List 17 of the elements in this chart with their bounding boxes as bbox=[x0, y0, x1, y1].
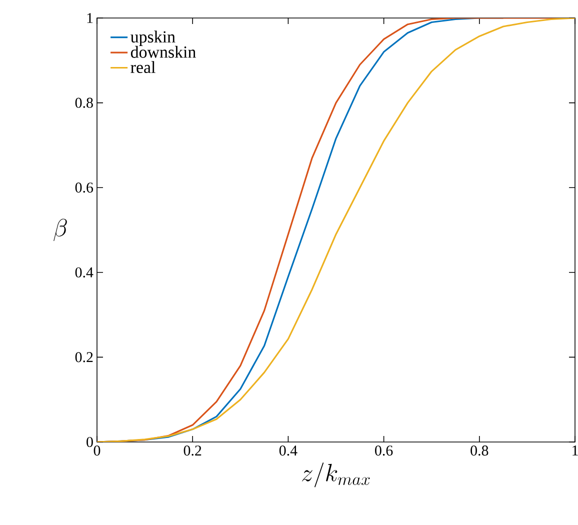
legend-label: downskin bbox=[130, 46, 196, 58]
x-tick-label: 0.2 bbox=[184, 446, 202, 456]
x-axis-title: $z/k_{max}$ bbox=[302, 462, 370, 488]
y-tick-label: 0 bbox=[86, 436, 93, 448]
x-tick-label: 0.8 bbox=[470, 446, 488, 456]
legend-label: real bbox=[130, 61, 156, 74]
x-tick-label: 0 bbox=[94, 446, 100, 456]
y-tick-label: 0.6 bbox=[75, 182, 94, 193]
y-axis-title: $\beta$ bbox=[54, 218, 67, 242]
y-tick-label: 1 bbox=[87, 13, 93, 23]
legend-label: upskin bbox=[130, 30, 176, 46]
y-tick-label: 0.8 bbox=[75, 98, 93, 108]
y-tick-label: 0.4 bbox=[75, 267, 94, 278]
x-tick-label: 1 bbox=[572, 446, 578, 456]
x-tick-label: 0.4 bbox=[279, 446, 298, 456]
y-tick-label: 0.2 bbox=[75, 352, 93, 362]
x-tick-label: 0.6 bbox=[375, 446, 393, 456]
